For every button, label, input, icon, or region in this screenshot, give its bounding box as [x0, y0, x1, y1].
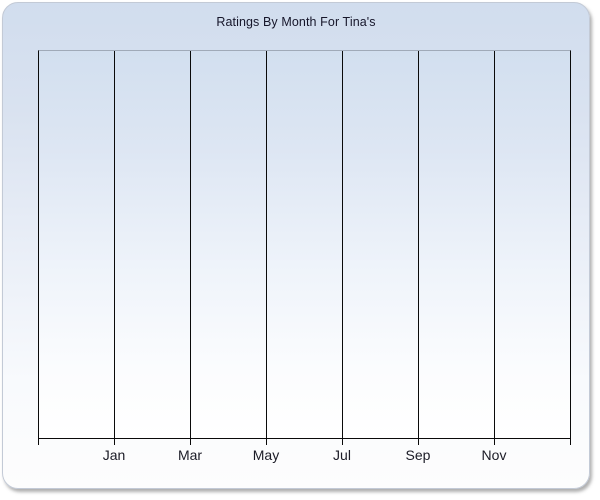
x-axis-tick: [114, 439, 115, 445]
chart-title: Ratings By Month For Tina's: [216, 15, 376, 29]
x-axis-label: Nov: [481, 447, 507, 463]
x-axis-tick: [190, 439, 191, 445]
x-axis-label: Mar: [177, 447, 203, 463]
plot-area: Jan Mar May Jul Sep Nov: [38, 50, 571, 463]
gridline: [418, 51, 419, 438]
gridline: [114, 51, 115, 438]
x-axis-tick: [418, 439, 419, 445]
gridline: [342, 51, 343, 438]
x-axis-tick: [38, 439, 39, 445]
x-axis-tick: [570, 439, 571, 445]
x-axis-label: Jan: [102, 447, 126, 463]
x-axis-tick: [266, 439, 267, 445]
chart-card: Ratings By Month For Tina's Jan Mar May …: [2, 2, 590, 489]
x-axis-tick: [342, 439, 343, 445]
gridline: [266, 51, 267, 438]
x-axis-tick: [494, 439, 495, 445]
x-axis-label: May: [252, 447, 280, 463]
x-axis-label: Sep: [405, 447, 431, 463]
gridline: [494, 51, 495, 438]
gridline: [190, 51, 191, 438]
x-axis-label: Jul: [333, 447, 351, 463]
